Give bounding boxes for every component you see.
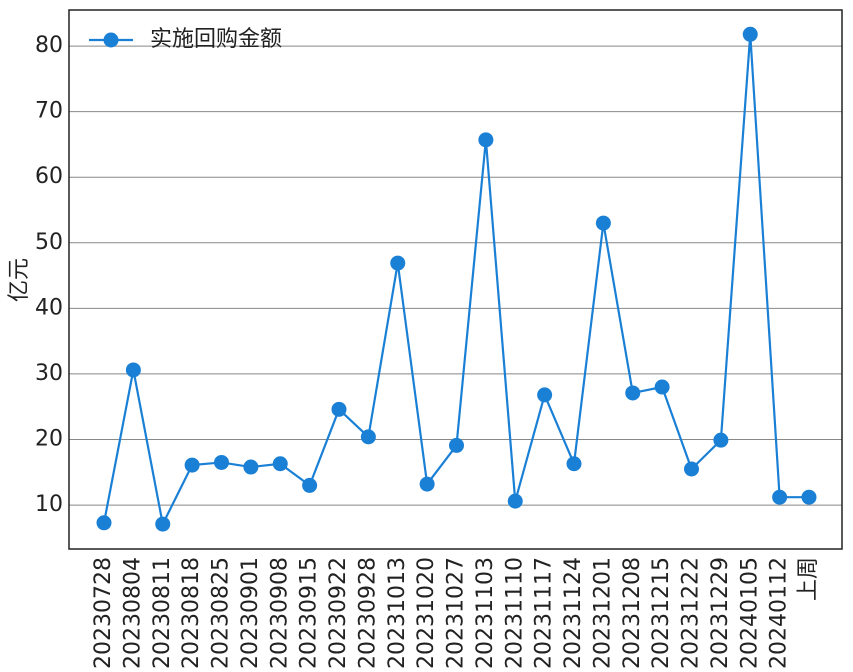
y-tick-label: 10	[35, 492, 63, 517]
y-axis-label: 亿元	[7, 258, 32, 302]
y-tick-label: 20	[35, 426, 63, 451]
x-tick-label: 20231229	[708, 557, 733, 668]
legend-marker	[103, 32, 119, 48]
x-tick-label: 20230901	[238, 557, 263, 668]
marker	[272, 456, 288, 472]
marker	[595, 215, 611, 231]
x-tick-label: 20230804	[120, 557, 145, 668]
x-tick-label: 20231124	[561, 557, 586, 668]
y-tick-label: 60	[35, 164, 63, 189]
marker	[772, 489, 788, 505]
x-tick-label: 20240105	[737, 557, 762, 668]
marker	[507, 493, 523, 509]
x-tick-label: 20231208	[620, 557, 645, 668]
x-tick-label: 20230922	[326, 557, 351, 668]
marker	[302, 477, 318, 493]
marker	[449, 437, 464, 453]
plot-frame	[68, 9, 843, 550]
x-tick-label: 20231020	[414, 557, 439, 668]
marker	[125, 362, 141, 378]
x-tick-label: 20230825	[209, 557, 234, 668]
x-tick-label: 20231201	[590, 557, 615, 668]
marker	[713, 432, 729, 448]
x-tick-label: 20230915	[297, 557, 322, 668]
x-tick-label: 20230908	[267, 557, 292, 668]
marker	[419, 476, 435, 492]
x-tick-label: 20231117	[532, 557, 557, 668]
legend-label: 实施回购金额	[150, 27, 282, 52]
marker	[184, 457, 200, 473]
marker	[155, 516, 171, 532]
y-tick-label: 30	[35, 361, 63, 386]
marker	[566, 456, 582, 472]
x-tick-label: 20230928	[355, 557, 380, 668]
marker	[243, 459, 259, 475]
x-tick-label: 20231013	[385, 557, 410, 668]
x-tick-label: 20240112	[767, 557, 792, 668]
x-tick-label: 20230728	[91, 557, 116, 668]
x-tick-label: 20230811	[150, 557, 175, 668]
x-tick-label: 20231215	[649, 557, 674, 668]
marker	[684, 461, 699, 477]
marker	[390, 255, 406, 271]
x-tick-label: 上周	[796, 557, 821, 601]
marker	[625, 385, 641, 401]
y-tick-label: 70	[35, 99, 63, 124]
y-tick-label: 40	[35, 295, 63, 320]
marker	[331, 401, 347, 417]
x-tick-label: 20231027	[444, 557, 469, 668]
x-tick-label: 20231103	[473, 557, 498, 668]
x-tick-label: 20231222	[679, 557, 704, 668]
y-tick-label: 80	[35, 33, 63, 58]
marker	[801, 489, 817, 505]
x-tick-label: 20230818	[179, 557, 204, 668]
marker	[478, 132, 494, 148]
x-tick-label: 20231110	[502, 557, 527, 668]
marker	[214, 454, 229, 470]
marker	[360, 429, 376, 445]
y-tick-label: 50	[35, 230, 63, 255]
marker	[742, 26, 758, 42]
marker	[96, 515, 112, 531]
marker	[537, 387, 553, 403]
marker	[654, 379, 670, 395]
